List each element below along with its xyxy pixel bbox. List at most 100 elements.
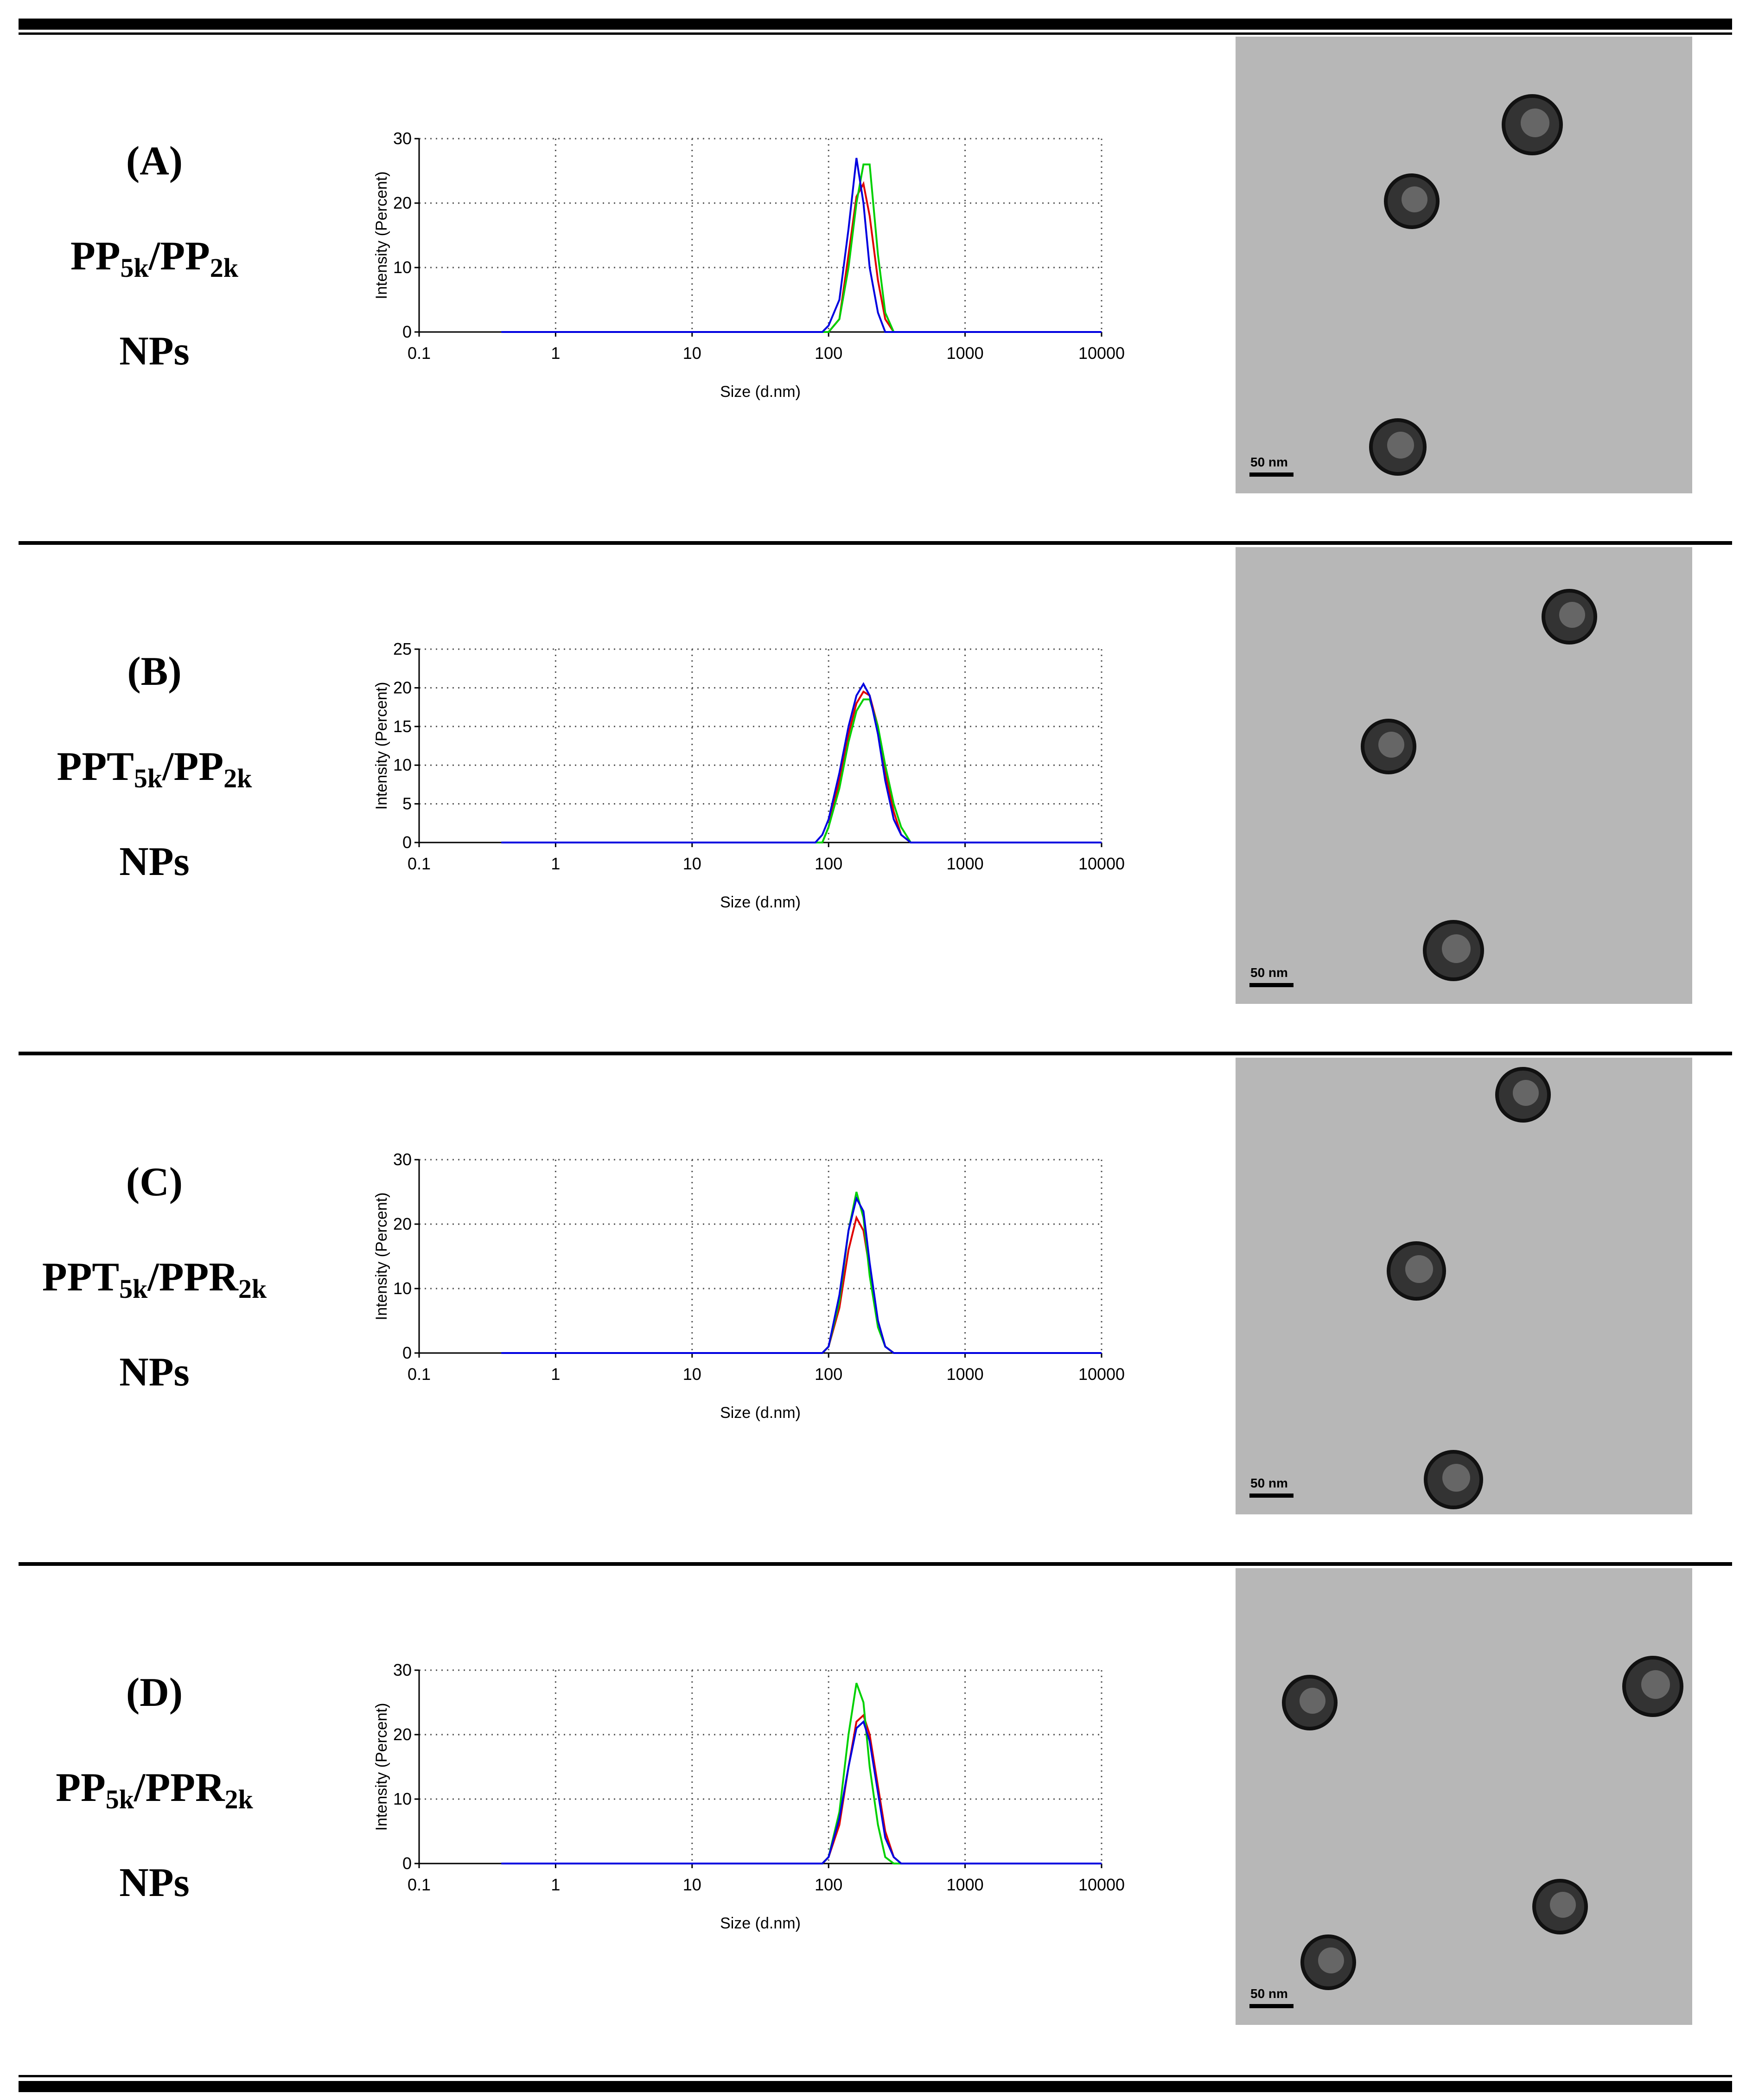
x-tick-label: 1000 (947, 854, 984, 873)
sample-suffix: NPs (119, 1860, 190, 1905)
name-part: /PPR (134, 1765, 225, 1810)
subscript: 5k (119, 1274, 148, 1304)
series-line (501, 163, 1102, 333)
y-tick-label: 5 (402, 794, 412, 813)
scale-label: 50 nm (1250, 1476, 1288, 1490)
sample-name: PPT5k/PPR2k (42, 1255, 267, 1304)
x-tick-label: 1000 (947, 344, 984, 363)
series-line (501, 682, 1102, 843)
y-tick-label: 20 (393, 1214, 412, 1233)
y-tick-label: 30 (393, 129, 412, 148)
bottom-rule-thin (19, 2075, 1732, 2077)
particle-core (1378, 732, 1404, 758)
row-separator (19, 541, 1732, 545)
subscript: 5k (106, 1784, 134, 1814)
row-separator (19, 1052, 1732, 1055)
particle-core (1318, 1947, 1344, 1973)
y-tick-label: 0 (402, 1343, 412, 1362)
x-tick-label: 100 (815, 344, 842, 363)
x-axis-label: Size (d.nm) (720, 383, 801, 401)
particle-core (1442, 1464, 1470, 1492)
y-tick-label: 20 (393, 193, 412, 212)
x-tick-label: 0.1 (408, 1875, 431, 1894)
name-part: PPT (42, 1255, 119, 1300)
name-part: PP (56, 1765, 106, 1810)
x-axis-label: Size (d.nm) (720, 1915, 801, 1932)
y-tick-label: 0 (402, 322, 412, 341)
row-separator (19, 1562, 1732, 1566)
particle-core (1559, 602, 1585, 628)
x-tick-label: 0.1 (408, 854, 431, 873)
x-tick-label: 0.1 (408, 1365, 431, 1384)
top-rule-thin (19, 32, 1732, 35)
y-tick-label: 10 (393, 1279, 412, 1298)
subscript: 5k (134, 763, 163, 793)
x-tick-label: 10 (683, 344, 701, 363)
x-tick-label: 10000 (1078, 854, 1125, 873)
subscript: 2k (210, 253, 239, 283)
bottom-rule (19, 2081, 1732, 2092)
panel-letter: (B) (127, 649, 181, 694)
y-tick-label: 25 (393, 639, 412, 658)
y-axis-label: Intensity (Percent) (373, 1703, 390, 1831)
x-tick-label: 1 (551, 1365, 560, 1384)
particle-core (1402, 186, 1427, 212)
x-tick-label: 10 (683, 1875, 701, 1894)
scale-bar (1249, 1494, 1294, 1498)
subscript: 5k (121, 253, 149, 283)
sample-name: PPT5k/PP2k (57, 744, 252, 793)
tem-image (1236, 1058, 1692, 1514)
x-tick-label: 1000 (947, 1875, 984, 1894)
y-tick-label: 20 (393, 678, 412, 697)
particle-core (1550, 1892, 1576, 1918)
series-line (501, 1683, 1102, 1864)
x-tick-label: 10000 (1078, 1365, 1125, 1384)
panel-letter: (C) (126, 1160, 183, 1205)
top-rule (19, 19, 1732, 30)
particle-core (1387, 432, 1414, 459)
particle-core (1513, 1080, 1539, 1106)
x-tick-label: 1 (551, 854, 560, 873)
x-tick-label: 1 (551, 1875, 560, 1894)
sample-name: PP5k/PP2k (70, 234, 239, 283)
x-tick-label: 100 (815, 1365, 842, 1384)
scale-bar (1249, 2004, 1294, 2008)
x-tick-label: 10 (683, 854, 701, 873)
sample-name: PP5k/PPR2k (56, 1765, 253, 1814)
scale-label: 50 nm (1250, 455, 1288, 469)
sample-suffix: NPs (119, 839, 190, 884)
particle-core (1300, 1688, 1325, 1714)
series-line (501, 1191, 1102, 1354)
x-tick-label: 1 (551, 344, 560, 363)
subscript: 2k (238, 1274, 267, 1304)
name-part: /PP (148, 234, 210, 279)
panel-letter: (D) (126, 1670, 183, 1715)
x-tick-label: 100 (815, 1875, 842, 1894)
tem-texture (1236, 37, 1692, 493)
x-axis-label: Size (d.nm) (720, 1404, 801, 1422)
y-tick-label: 10 (393, 258, 412, 277)
name-part: /PP (162, 744, 223, 789)
x-tick-label: 0.1 (408, 344, 431, 363)
series-line (501, 698, 1102, 843)
y-axis-label: Intensity (Percent) (373, 1193, 390, 1321)
sample-suffix: NPs (119, 329, 190, 374)
y-axis-label: Intensity (Percent) (373, 682, 390, 810)
particle-core (1442, 934, 1471, 963)
name-part: PP (70, 234, 121, 279)
series-line (501, 1713, 1102, 1864)
series-line (501, 181, 1102, 333)
tem-texture (1236, 1058, 1692, 1514)
panel-letter: (A) (126, 139, 183, 184)
y-tick-label: 10 (393, 755, 412, 774)
y-tick-label: 0 (402, 833, 412, 852)
y-axis-label: Intensity (Percent) (373, 172, 390, 300)
tem-image (1236, 37, 1692, 493)
subscript: 2k (223, 763, 252, 793)
series-line (501, 158, 1102, 333)
x-axis-label: Size (d.nm) (720, 894, 801, 911)
scale-label: 50 nm (1250, 965, 1288, 980)
particle-core (1641, 1670, 1670, 1699)
subscript: 2k (225, 1784, 254, 1814)
